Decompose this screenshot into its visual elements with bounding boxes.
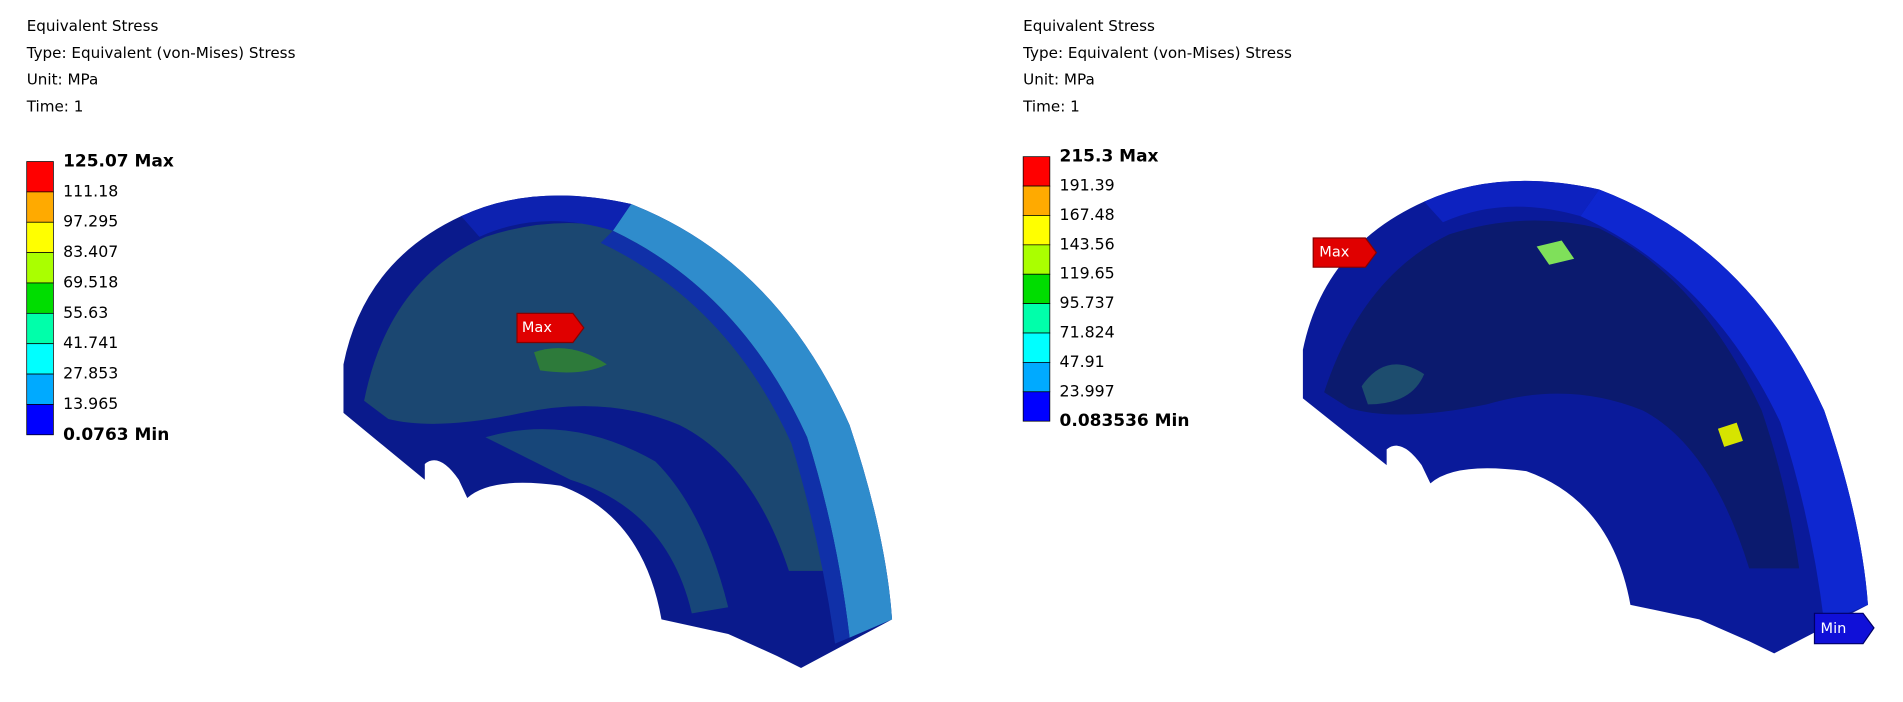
- legend-label: 143.56: [1060, 234, 1115, 253]
- header-line: Type: Equivalent (von-Mises) Stress: [26, 44, 296, 62]
- probe-left-max: Max: [516, 312, 585, 344]
- probe-right-max: Max: [1312, 237, 1378, 268]
- probe-label: Max: [522, 319, 552, 336]
- legend-band: [1022, 185, 1051, 216]
- legend-label: 69.518: [63, 272, 118, 291]
- probe-label: Min: [1821, 620, 1847, 637]
- legend-label: 215.3 Max: [1060, 147, 1159, 167]
- legend-label: 55.63: [63, 303, 108, 322]
- legend-label: 125.07 Max: [63, 152, 174, 172]
- header-line: Unit: MPa: [1023, 71, 1095, 89]
- legend-band: [26, 312, 54, 345]
- legend-band: [1022, 332, 1051, 363]
- legend-band: [1022, 156, 1051, 187]
- legend-label: 41.741: [63, 333, 118, 352]
- legend-band: [1022, 215, 1051, 246]
- legend-label: 0.0763 Min: [63, 425, 169, 445]
- probe-label: Max: [1319, 244, 1349, 261]
- legend-band: [26, 161, 54, 193]
- legend-label: 23.997: [1060, 381, 1115, 400]
- scene: Max Max Min Equivalent Stress Type: Equiv…: [26, 17, 1875, 668]
- legend-band: [1022, 303, 1051, 334]
- legend-label: 191.39: [1060, 176, 1115, 195]
- legend-label: 71.824: [1060, 323, 1115, 342]
- legend-label: 111.18: [63, 181, 118, 200]
- header-line: Time: 1: [1022, 97, 1080, 115]
- legend-label: 27.853: [63, 364, 118, 383]
- legend-band: [1022, 391, 1051, 422]
- legend-label: 13.965: [63, 394, 118, 413]
- legend-band: [26, 282, 54, 314]
- model-left: [343, 195, 893, 668]
- header-line: Type: Equivalent (von-Mises) Stress: [1022, 44, 1292, 62]
- header-line: Equivalent Stress: [27, 17, 159, 35]
- legend-band: [26, 373, 54, 405]
- legend-label: 47.91: [1060, 352, 1105, 371]
- header-line: Unit: MPa: [27, 71, 99, 89]
- legend-label: 95.737: [1060, 293, 1115, 312]
- legend-label: 97.295: [63, 212, 118, 231]
- legend-band: [1022, 273, 1051, 304]
- legend-band: [1022, 362, 1051, 393]
- legend-label: 119.65: [1060, 264, 1115, 283]
- legend-band: [26, 252, 54, 284]
- legend-band: [26, 404, 54, 436]
- legend-band: [1022, 244, 1051, 275]
- model-right: [1302, 180, 1868, 654]
- legend-band: [26, 221, 54, 253]
- legend-band: [26, 191, 54, 223]
- header-line: Time: 1: [26, 97, 84, 115]
- legend-label: 83.407: [63, 242, 118, 261]
- legend-label: 167.48: [1060, 205, 1115, 224]
- legend-label: 0.083536 Min: [1060, 411, 1190, 431]
- header-line: Equivalent Stress: [1023, 17, 1155, 35]
- legend-band: [26, 343, 54, 375]
- probe-right-min: Min: [1813, 612, 1875, 645]
